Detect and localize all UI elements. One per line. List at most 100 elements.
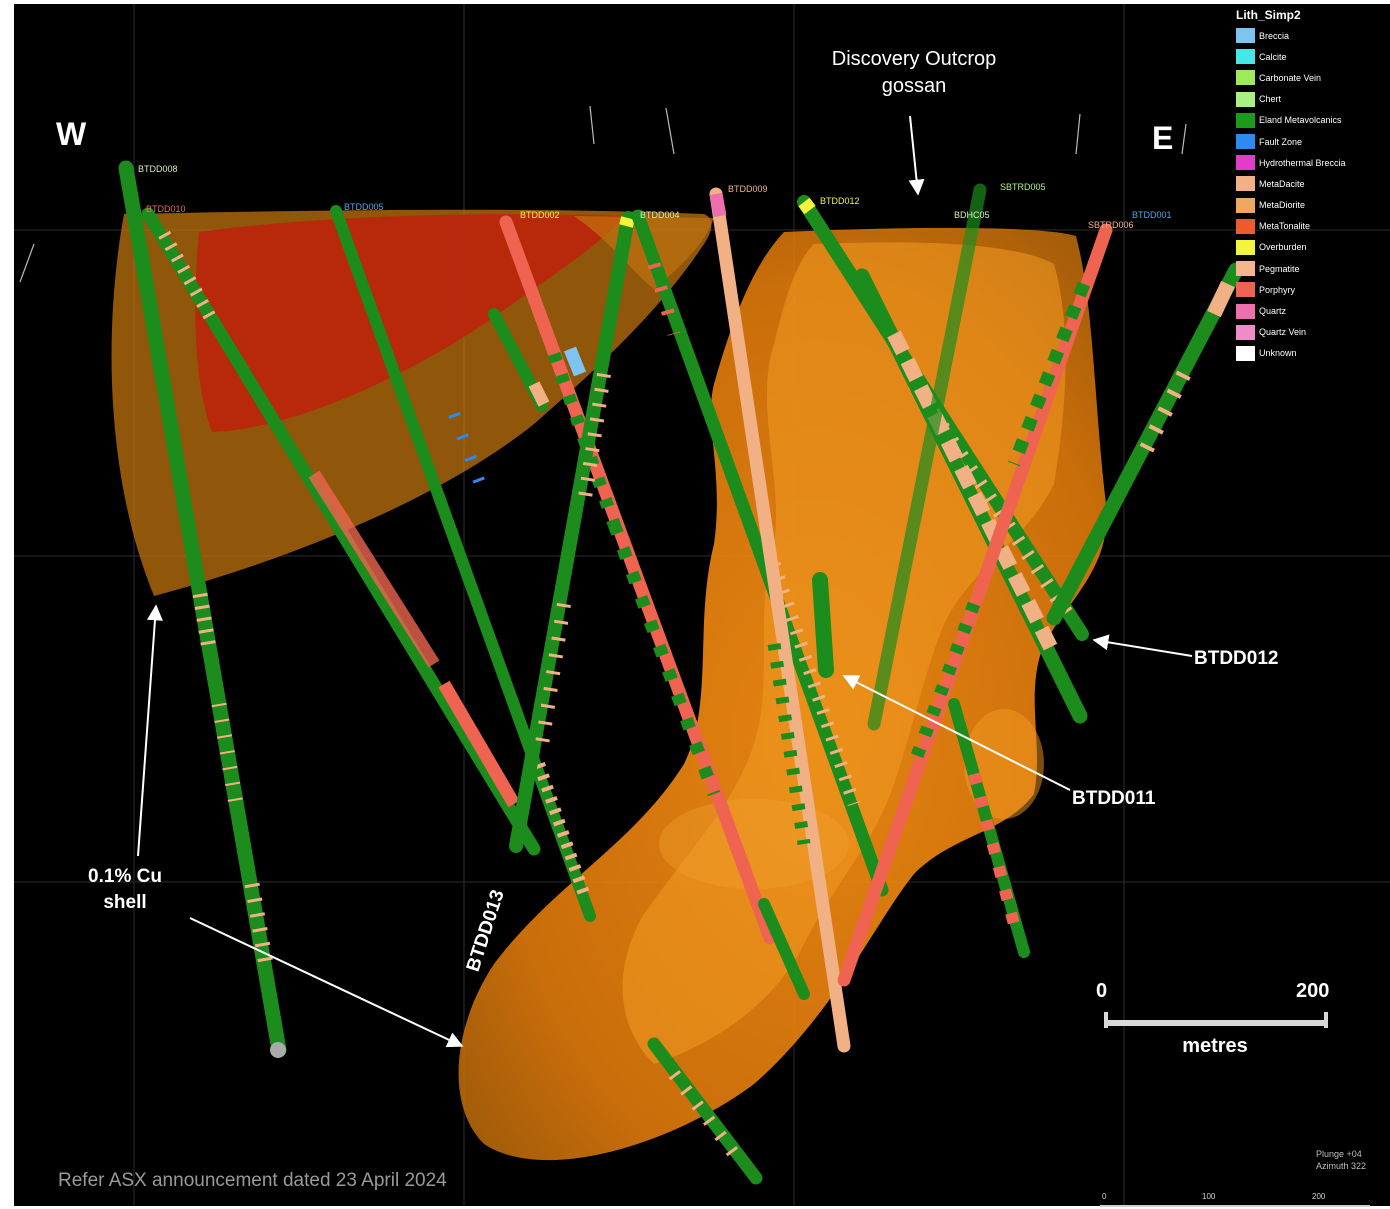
mini-scale-bar: 0 100 200 xyxy=(1100,1190,1390,1209)
legend-label: Pegmatite xyxy=(1259,263,1300,274)
legend-item: MetaTonalite xyxy=(1236,216,1386,237)
3d-viewport: BTDD008 BTDD010 BTDD005 BTDD002 BTDD004 … xyxy=(14,4,1390,1206)
legend-item: Carbonate Vein xyxy=(1236,67,1386,88)
scale-bar: 0 200 metres xyxy=(1096,980,1354,1060)
scale-end: 200 xyxy=(1296,980,1330,1002)
hole-label-btdd005: BTDD005 xyxy=(344,202,384,212)
mini-scale-line xyxy=(1100,1205,1370,1207)
legend-label: Quartz xyxy=(1259,306,1287,317)
hole-label-btdd002: BTDD002 xyxy=(520,210,560,220)
hole-label-btdd001: BTDD001 xyxy=(1132,210,1172,220)
drillhole-sbtrd006 xyxy=(837,223,1113,987)
legend-item: Unknown xyxy=(1236,343,1386,364)
legend-item: Breccia xyxy=(1236,25,1386,46)
east-label: E xyxy=(1152,120,1174,156)
section-ticks xyxy=(19,105,1187,283)
mini-scale-tick-200: 200 xyxy=(1312,1192,1326,1201)
scale-unit: metres xyxy=(1182,1035,1248,1057)
legend-swatch xyxy=(1236,303,1255,319)
mini-scale-tick-100: 100 xyxy=(1202,1192,1216,1201)
legend-item: Overburden xyxy=(1236,237,1386,258)
hole-label-btdd009: BTDD009 xyxy=(728,184,768,194)
view-orientation: Plunge +04 Azimuth 322 xyxy=(1316,1148,1366,1172)
callout-btdd012: BTDD012 xyxy=(1194,648,1279,669)
legend-item: Fault Zone xyxy=(1236,131,1386,152)
legend-label: Carbonate Vein xyxy=(1259,72,1322,83)
drillhole-btdd013 xyxy=(647,1037,763,1185)
legend-swatch xyxy=(1236,134,1255,150)
legend-item: Hydrothermal Breccia xyxy=(1236,152,1386,173)
legend-label: Chert xyxy=(1259,94,1282,105)
drillhole-btdd008 xyxy=(118,160,287,1058)
scale-tick-right xyxy=(1324,1012,1328,1028)
drillhole-btdd004b xyxy=(631,209,889,897)
legend-swatch xyxy=(1236,70,1255,86)
legend-item: Chert xyxy=(1236,89,1386,110)
legend-title: Lith_Simp2 xyxy=(1236,8,1301,22)
hole-label-btdd010: BTDD010 xyxy=(146,204,186,214)
legend-swatch xyxy=(1236,324,1255,340)
legend-label: MetaDiorite xyxy=(1259,200,1306,211)
azimuth-readout: Azimuth 322 xyxy=(1316,1161,1367,1171)
legend-item: Quartz xyxy=(1236,300,1386,321)
hole-label-btdd008: BTDD008 xyxy=(138,164,178,174)
legend-swatch xyxy=(1236,155,1255,171)
drillhole-misc xyxy=(488,308,1030,1000)
3d-render xyxy=(14,4,1390,1206)
legend-label: MetaTonalite xyxy=(1259,221,1311,232)
legend-item: Quartz Vein xyxy=(1236,322,1386,343)
arrow-shell-up xyxy=(137,604,163,857)
hole-label-sbtrd005: SBTRD005 xyxy=(1000,182,1046,192)
legend-label: MetaDacite xyxy=(1259,178,1305,189)
legend-label: Overburden xyxy=(1259,242,1307,253)
drillhole-btdd004 xyxy=(509,211,635,853)
source-note: Refer ASX announcement dated 23 April 20… xyxy=(58,1170,447,1191)
legend-label: Calcite xyxy=(1259,51,1287,62)
callout-discovery-outcrop: Discovery Outcrop gossan xyxy=(794,46,1034,100)
legend-item: Eland Metavolcanics xyxy=(1236,110,1386,131)
mini-scale-tick-0: 0 xyxy=(1102,1192,1107,1201)
legend-swatch xyxy=(1236,218,1255,234)
hole-label-bdhc05: BDHC05 xyxy=(954,210,990,220)
callout-cu-shell: 0.1% Cu shell xyxy=(70,864,180,916)
legend-label: Quartz Vein xyxy=(1259,327,1307,338)
callout-outcrop-line2: gossan xyxy=(881,75,947,97)
legend-label: Eland Metavolcanics xyxy=(1259,115,1342,126)
legend-item: MetaDacite xyxy=(1236,173,1386,194)
legend: Lith_Simp2 Breccia Calcite Carbonate Vei… xyxy=(1236,8,1386,364)
legend-label: Hydrothermal Breccia xyxy=(1259,157,1346,168)
legend-item: Pegmatite xyxy=(1236,258,1386,279)
drillhole-btdd011-stub xyxy=(812,572,834,678)
drillhole-btdd009 xyxy=(709,187,851,1053)
callout-outcrop-line1: Discovery Outcrop xyxy=(831,48,997,70)
legend-swatch xyxy=(1236,28,1255,44)
legend-label: Porphyry xyxy=(1259,284,1296,295)
arrow-shell-down xyxy=(189,917,464,1048)
legend-label: Unknown xyxy=(1259,348,1297,359)
legend-swatch xyxy=(1236,282,1255,298)
legend-swatch xyxy=(1236,112,1255,128)
legend-label: Fault Zone xyxy=(1259,136,1303,147)
legend-swatch xyxy=(1236,49,1255,65)
legend-item: Porphyry xyxy=(1236,279,1386,300)
legend-swatch xyxy=(1236,239,1255,255)
callout-arrows xyxy=(137,115,1193,1048)
arrow-outcrop xyxy=(908,115,925,196)
west-label: W xyxy=(56,116,87,152)
callout-btdd011: BTDD011 xyxy=(1072,788,1156,809)
drillhole-btdd001 xyxy=(1046,262,1244,626)
hole-label-sbtrd006: SBTRD006 xyxy=(1088,220,1134,230)
legend-swatch xyxy=(1236,197,1255,213)
hole-label-btdd012: BTDD012 xyxy=(820,196,860,206)
legend-label: Breccia xyxy=(1259,30,1290,41)
arrow-btdd012 xyxy=(1092,634,1193,657)
legend-swatch xyxy=(1236,91,1255,107)
drillhole-btdd005 xyxy=(330,205,596,922)
scale-tick-left xyxy=(1104,1012,1108,1028)
legend-swatch xyxy=(1236,345,1255,361)
hole-label-btdd004: BTDD004 xyxy=(640,210,680,220)
plunge-readout: Plunge +04 xyxy=(1316,1149,1362,1159)
legend-item: MetaDiorite xyxy=(1236,195,1386,216)
callout-shell-line2: shell xyxy=(103,892,147,913)
